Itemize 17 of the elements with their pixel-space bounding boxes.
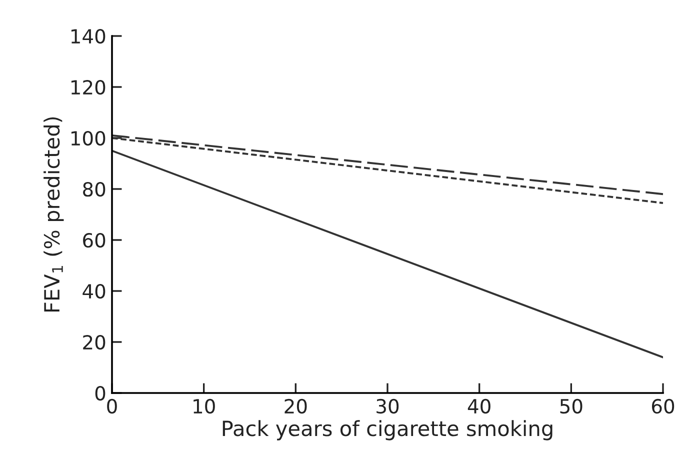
x-tick-label: 50 xyxy=(560,398,582,414)
x-tick-label: 40 xyxy=(468,398,490,414)
y-tick-label: 0 xyxy=(95,386,106,401)
y-axis-title: FEV$_{1}$ (% predicted) xyxy=(44,117,64,312)
y-tick-label: 80 xyxy=(83,182,106,197)
y-tick-label: 40 xyxy=(82,284,106,299)
x-tick-label: 20 xyxy=(284,398,307,414)
y-tick-label: 60 xyxy=(83,232,106,248)
y-tick-label: 100 xyxy=(71,130,106,146)
x-tick-label: 60 xyxy=(652,398,674,414)
y-tick-label: 120 xyxy=(71,80,106,95)
y-tick-label: 140 xyxy=(71,28,106,44)
x-tick-label: 0 xyxy=(107,398,117,414)
y-tick-label: 20 xyxy=(83,334,106,350)
x-axis-title: Pack years of cigarette smoking xyxy=(222,420,552,440)
x-tick-label: 30 xyxy=(376,398,399,414)
x-tick-label: 10 xyxy=(194,398,215,414)
